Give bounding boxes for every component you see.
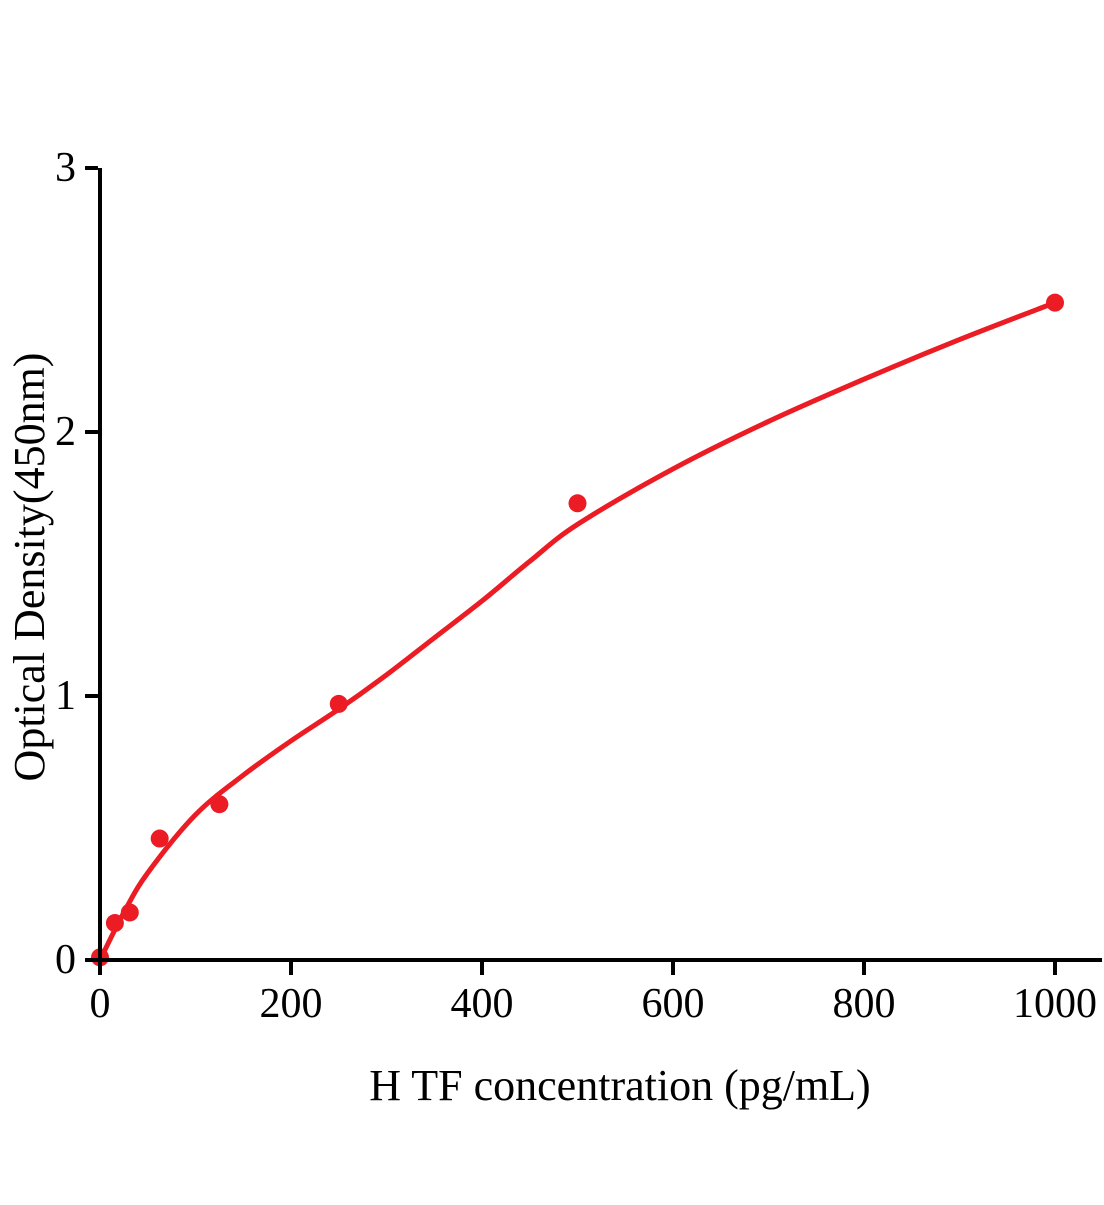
fit-curve — [97, 300, 1058, 963]
y-tick-label: 2 — [55, 409, 76, 455]
x-tick-label: 400 — [451, 981, 514, 1027]
x-tick-label: 800 — [833, 981, 896, 1027]
y-tick-label: 0 — [55, 937, 76, 983]
y-tick-label: 3 — [55, 145, 76, 191]
axes-layer: 0 200 400 600 800 1000 0 1 2 3 — [55, 145, 1102, 1027]
y-tick-label: 1 — [55, 673, 76, 719]
data-point — [210, 795, 229, 814]
x-tick-label: 0 — [90, 981, 111, 1027]
x-tick-label: 200 — [260, 981, 323, 1027]
x-axis-title: H TF concentration (pg/mL) — [369, 1061, 870, 1110]
data-point — [105, 914, 124, 933]
y-axis-title: Optical Density(450nm) — [5, 353, 54, 782]
data-point — [150, 829, 169, 848]
x-tick-label: 1000 — [1013, 981, 1097, 1027]
data-point — [568, 494, 587, 513]
data-point — [120, 903, 139, 922]
data-point — [329, 694, 348, 713]
data-point — [1046, 293, 1064, 312]
x-tick-label: 600 — [642, 981, 705, 1027]
series-layer — [91, 293, 1064, 967]
